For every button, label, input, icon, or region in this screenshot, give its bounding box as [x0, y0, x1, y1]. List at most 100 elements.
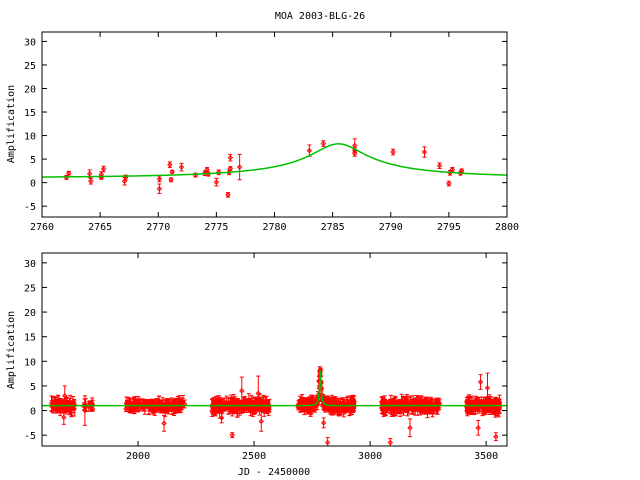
y-tick-label: 30	[24, 37, 36, 48]
data-point	[407, 418, 413, 438]
x-tick-label: 2000	[126, 451, 150, 462]
point-marker	[259, 405, 265, 411]
y-tick-label: 30	[24, 259, 36, 270]
x-tick-label: 3500	[474, 451, 498, 462]
point-marker	[266, 406, 272, 412]
data-point	[320, 140, 327, 147]
point-marker	[167, 162, 173, 168]
point-marker	[255, 390, 261, 397]
x-tick-label: 3000	[358, 451, 382, 462]
point-marker	[317, 368, 323, 374]
data-point	[82, 395, 88, 426]
data-point	[61, 410, 67, 425]
point-marker	[391, 406, 398, 413]
point-marker	[320, 420, 327, 426]
y-tick-label: 5	[30, 155, 36, 166]
data-point	[265, 399, 271, 406]
data-point	[421, 146, 428, 158]
y-tick-label: 10	[24, 132, 36, 143]
point-marker	[315, 394, 321, 400]
point-marker	[458, 168, 465, 174]
point-marker	[156, 176, 163, 182]
x-tick-label: 2785	[321, 222, 345, 233]
y-tick-label: 10	[24, 357, 36, 368]
point-marker	[324, 439, 331, 446]
data-point	[213, 177, 220, 187]
point-marker	[256, 405, 263, 411]
point-marker	[235, 406, 241, 413]
point-marker	[261, 405, 268, 411]
data-point	[493, 432, 499, 442]
point-marker	[265, 399, 271, 406]
plot-frame	[41, 31, 508, 218]
point-marker	[86, 170, 93, 177]
data-point	[390, 148, 396, 156]
x-tick-label: 2800	[495, 222, 519, 233]
x-tick-label: 2775	[204, 222, 228, 233]
data-point	[227, 165, 234, 172]
chart-title: MOA 2003-BLG-26	[275, 11, 365, 22]
point-marker	[66, 170, 72, 176]
data-point	[236, 153, 243, 181]
point-marker	[484, 385, 491, 391]
y-tick-label: 25	[24, 283, 36, 294]
x-tick-label: 2770	[146, 222, 170, 233]
point-marker	[89, 406, 96, 412]
y-tick-label: 0	[30, 179, 36, 190]
point-marker	[172, 400, 178, 407]
point-marker	[436, 400, 443, 407]
data-point	[475, 419, 481, 436]
data-point	[156, 183, 163, 194]
point-marker	[421, 149, 428, 155]
point-marker	[493, 433, 499, 440]
data-point	[204, 166, 210, 173]
data-point	[387, 438, 393, 446]
point-marker	[429, 407, 436, 413]
x-tick-label: 2780	[262, 222, 286, 233]
data-point	[484, 372, 491, 404]
data-point	[309, 401, 316, 412]
y-tick-label: 15	[24, 108, 36, 119]
point-marker	[168, 177, 174, 183]
data-point	[477, 374, 484, 390]
point-marker	[325, 396, 331, 403]
point-marker	[486, 400, 493, 406]
y-tick-label: -5	[24, 202, 36, 213]
point-marker	[422, 405, 428, 411]
y-tick-label: 5	[30, 382, 36, 393]
bottom-x-axis-label: JD - 2450000	[238, 467, 310, 478]
y-tick-label: 15	[24, 333, 36, 344]
point-marker	[347, 400, 354, 406]
point-marker	[258, 418, 264, 425]
point-marker	[407, 425, 413, 431]
point-marker	[229, 432, 235, 438]
point-marker	[82, 407, 88, 414]
point-marker	[306, 147, 313, 154]
point-marker	[227, 154, 234, 161]
point-marker	[239, 388, 245, 394]
data-point	[88, 177, 94, 185]
data-point	[299, 397, 305, 406]
plot-area	[42, 138, 507, 198]
point-marker	[161, 420, 167, 427]
data-point	[229, 432, 235, 439]
point-marker	[446, 180, 452, 187]
model-curve	[42, 143, 507, 178]
point-marker	[240, 399, 247, 406]
data-point	[156, 175, 163, 183]
point-marker	[227, 165, 234, 172]
point-marker	[61, 414, 67, 421]
point-marker	[352, 150, 358, 157]
data-point	[347, 395, 354, 411]
point-marker	[436, 162, 443, 169]
data-point	[320, 417, 327, 429]
point-marker	[338, 405, 345, 412]
data-point	[330, 396, 337, 410]
point-marker	[225, 192, 231, 198]
data-point	[266, 406, 272, 412]
data-point	[167, 161, 173, 169]
plot-area	[42, 366, 507, 446]
point-marker	[265, 405, 272, 411]
data-point	[415, 395, 421, 412]
